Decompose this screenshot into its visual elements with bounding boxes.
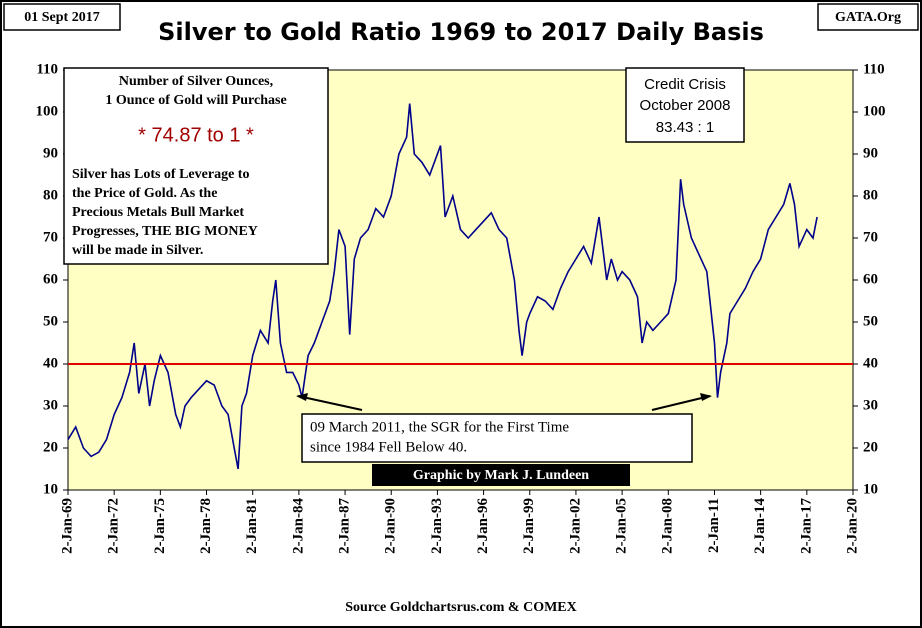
y-tick-label: 110 (36, 61, 58, 77)
info-box: Number of Silver Ounces, 1 Ounce of Gold… (63, 67, 329, 265)
crisis-box: Credit Crisis October 2008 83.43 : 1 (625, 67, 745, 143)
x-tick-label: 2-Jan-17 (798, 498, 814, 554)
y-tick-label: 80 (43, 187, 58, 203)
x-tick-label: 2-Jan-87 (336, 498, 352, 554)
y-tick-label: 40 (43, 355, 58, 371)
x-tick-label: 2-Jan-20 (844, 498, 860, 554)
y-tick-label: 90 (43, 145, 58, 161)
info-text: Number of Silver Ounces, (119, 74, 273, 89)
date: 01 Sept 2017 (24, 10, 99, 25)
y-tick-label: 10 (43, 481, 58, 497)
y2-tick-label: 90 (863, 145, 878, 161)
info-text: Precious Metals Bull Market (72, 205, 244, 220)
y2-tick-label: 100 (863, 103, 886, 119)
x-tick-label: 2-Jan-11 (706, 498, 722, 553)
y2-tick-label: 60 (863, 271, 878, 287)
march-text: 09 March 2011, the SGR for the First Tim… (310, 419, 569, 435)
y2-tick-label: 110 (863, 61, 885, 77)
y2-tick-label: 10 (863, 481, 878, 497)
arrow (297, 395, 363, 411)
x-tick-label: 2-Jan-69 (59, 498, 75, 554)
arrow (651, 395, 711, 411)
x-tick-label: 2-Jan-02 (567, 498, 583, 554)
source: Source Goldchartsrus.com & COMEX (345, 600, 577, 615)
x-tick-label: 2-Jan-75 (152, 498, 168, 554)
date-box (3, 3, 121, 31)
marks: 10 10 20 20 30 30 40 40 50 50 60 60 70 70 80 80 90 90 100 1… (36, 61, 886, 553)
x-tick-label: 2-Jan-96 (475, 498, 491, 554)
info-box-frame (63, 67, 329, 265)
crisis-text: Credit Crisis (644, 76, 726, 93)
publisher-box (817, 3, 919, 31)
y-tick-label: 70 (43, 229, 58, 245)
y2-tick-label: 50 (863, 313, 878, 329)
credit: Graphic by Mark J. Lundeen (413, 468, 589, 483)
y2-tick-label: 80 (863, 187, 878, 203)
publisher: GATA.Org (835, 10, 901, 25)
x-tick-label: 2-Jan-84 (290, 498, 306, 554)
info-text: 1 Ounce of Gold will Purchase (105, 93, 286, 108)
y-tick-label: 30 (43, 397, 58, 413)
info-text: Silver has Lots of Leverage to (72, 167, 249, 182)
x-tick-label: 2-Jan-78 (198, 498, 214, 554)
y-tick-label: 50 (43, 313, 58, 329)
arrow-head (296, 393, 308, 401)
credit-box (372, 464, 630, 486)
march-box: 09 March 2011, the SGR for the First Tim… (296, 393, 712, 463)
x-tick-label: 2-Jan-05 (614, 498, 630, 554)
crisis-box-frame (625, 67, 745, 143)
march-text: since 1984 Fell Below 40. (310, 439, 467, 455)
x-tick-label: 2-Jan-72 (106, 498, 122, 554)
x-tick-label: 2-Jan-90 (383, 498, 399, 554)
y2-tick-label: 40 (863, 355, 878, 371)
y-tick-label: 100 (36, 103, 59, 119)
ratio-text: * 74.87 to 1 * (138, 124, 254, 146)
arrow-head (700, 393, 712, 401)
y2-tick-label: 30 (863, 397, 878, 413)
ratio-line (67, 103, 818, 470)
x-tick-label: 2-Jan-93 (429, 498, 445, 554)
crisis-text: October 2008 (640, 97, 731, 114)
info-text: the Price of Gold. As the (72, 186, 217, 201)
x-tick-label: 2-Jan-08 (660, 498, 676, 554)
y-tick-label: 60 (43, 271, 58, 287)
x-tick-label: 2-Jan-81 (244, 498, 260, 554)
y2-tick-label: 20 (863, 439, 878, 455)
chart-title: Silver to Gold Ratio 1969 to 2017 Daily … (158, 18, 764, 46)
y-tick-label: 20 (43, 439, 58, 455)
x-tick-label: 2-Jan-14 (752, 498, 768, 554)
crisis-text: 83.43 : 1 (656, 119, 714, 136)
x-tick-label: 2-Jan-99 (521, 498, 537, 554)
info-text: Progresses, THE BIG MONEY (72, 224, 258, 239)
y2-tick-label: 70 (863, 229, 878, 245)
march-box-frame (301, 413, 693, 463)
info-text: will be made in Silver. (72, 243, 203, 258)
